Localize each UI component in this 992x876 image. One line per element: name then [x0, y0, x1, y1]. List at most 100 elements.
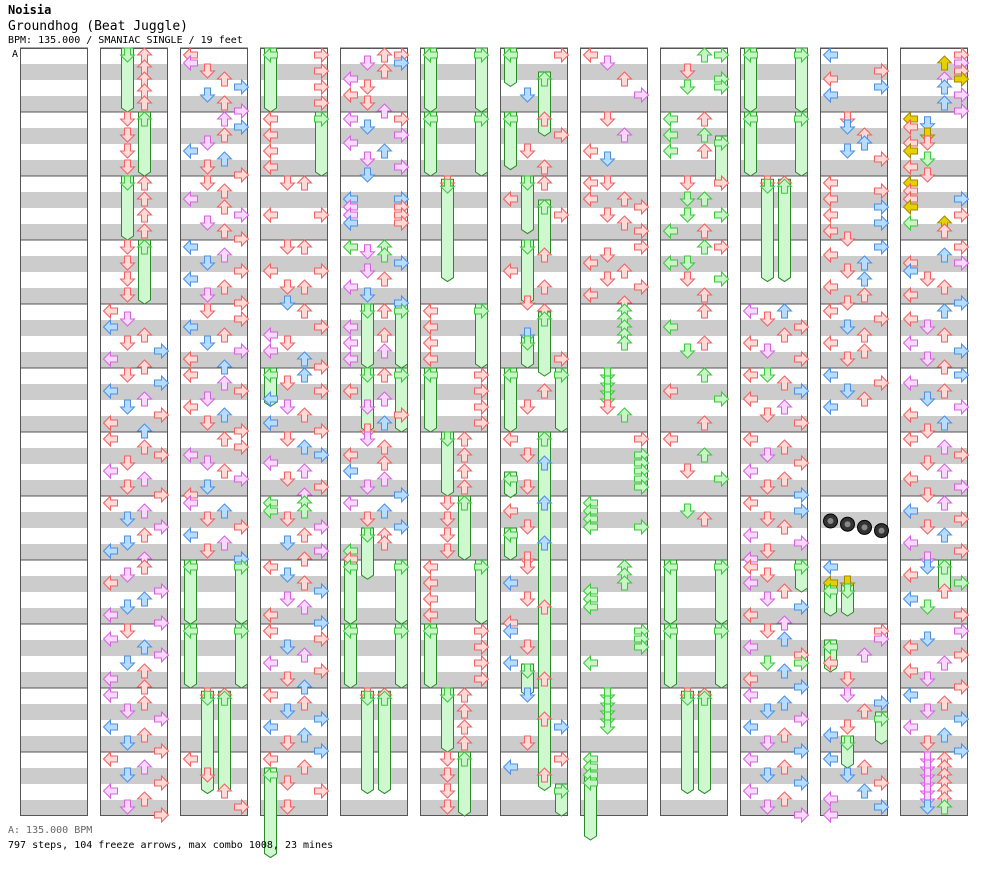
- song-title: Groundhog (Beat Juggle): [8, 19, 189, 34]
- left-arrow-icon: [262, 454, 278, 472]
- left-arrow-icon: [742, 606, 758, 624]
- down-arrow-icon: [119, 455, 136, 471]
- up-arrow-icon: [536, 383, 553, 399]
- right-arrow-icon: [154, 486, 170, 504]
- up-arrow-icon: [536, 767, 553, 783]
- beat-band: [580, 672, 648, 688]
- left-arrow-icon: [902, 470, 918, 488]
- left-arrow-icon: [822, 558, 838, 576]
- up-arrow-icon: [376, 143, 393, 159]
- up-arrow-icon: [376, 535, 393, 551]
- beat-band: [20, 704, 88, 720]
- right-arrow-icon: [234, 78, 250, 96]
- right-arrow-icon: [634, 638, 650, 656]
- up-arrow-icon: [136, 559, 153, 575]
- down-arrow-icon: [439, 527, 456, 543]
- down-arrow-icon: [199, 87, 216, 103]
- left-arrow-icon: [422, 318, 438, 336]
- freeze-arrow-right: [555, 367, 568, 433]
- right-arrow-icon: [554, 350, 570, 368]
- up-freeze-head-icon: [136, 239, 153, 255]
- right-arrow-icon: [154, 774, 170, 792]
- beat-band: [660, 800, 728, 816]
- left-arrow-icon: [742, 334, 758, 352]
- left-arrow-icon: [342, 350, 358, 368]
- up-arrow-icon: [296, 759, 313, 775]
- left-arrow-icon: [102, 382, 118, 400]
- left-freeze-head-icon: [502, 470, 518, 488]
- freeze-arrow-left: [424, 367, 437, 433]
- right-arrow-icon: [794, 806, 810, 824]
- beat-band: [900, 480, 968, 496]
- down-arrow-icon: [119, 567, 136, 583]
- up-arrow-icon: [936, 303, 953, 319]
- right-arrow-icon: [954, 646, 970, 664]
- freeze-arrow-right: [715, 623, 728, 689]
- down-arrow-icon: [279, 399, 296, 415]
- left-arrow-icon: [822, 222, 838, 240]
- left-arrow-icon: [742, 462, 758, 480]
- freeze-arrow-right: [315, 111, 328, 177]
- down-arrow-icon: [919, 671, 936, 687]
- beat-band: [260, 576, 328, 592]
- down-arrow-icon: [359, 55, 376, 71]
- right-arrow-icon: [954, 478, 970, 496]
- up-arrow-icon: [536, 175, 553, 191]
- down-freeze-head-icon: [119, 47, 136, 63]
- up-arrow-icon: [376, 271, 393, 287]
- left-freeze-head-icon: [422, 622, 438, 640]
- left-arrow-icon: [742, 366, 758, 384]
- column-border: [420, 48, 488, 816]
- down-arrow-icon: [919, 151, 936, 167]
- left-arrow-icon: [822, 70, 838, 88]
- down-arrow-icon: [279, 239, 296, 255]
- up-arrow-icon: [136, 695, 153, 711]
- left-arrow-icon: [742, 670, 758, 688]
- up-arrow-icon: [936, 55, 953, 71]
- up-arrow-icon: [136, 439, 153, 455]
- up-freeze-head-icon: [456, 495, 473, 511]
- up-arrow-icon: [536, 159, 553, 175]
- down-arrow-icon: [599, 175, 616, 191]
- left-arrow-icon: [742, 302, 758, 320]
- down-freeze-head-icon: [759, 178, 776, 194]
- left-arrow-icon: [262, 158, 278, 176]
- up-arrow-icon: [536, 455, 553, 471]
- beat-band: [900, 384, 968, 400]
- right-freeze-head-icon: [714, 134, 730, 152]
- right-arrow-icon: [314, 62, 330, 80]
- beat-band: [820, 480, 888, 496]
- right-arrow-icon: [714, 270, 730, 288]
- right-arrow-icon: [314, 382, 330, 400]
- left-arrow-icon: [182, 238, 198, 256]
- down-arrow-icon: [279, 735, 296, 751]
- right-arrow-icon: [314, 94, 330, 112]
- down-arrow-icon: [759, 311, 776, 327]
- beat-band: [20, 512, 88, 528]
- left-arrow-icon: [582, 254, 598, 272]
- beat-band: [260, 352, 328, 368]
- up-arrow-icon: [376, 47, 393, 63]
- left-freeze-head-icon: [822, 582, 838, 600]
- beat-band: [900, 544, 968, 560]
- left-arrow-icon: [262, 390, 278, 408]
- freeze-arrow-left: [744, 47, 757, 113]
- left-arrow-icon: [342, 278, 358, 296]
- beat-band: [820, 288, 888, 304]
- left-arrow-icon: [262, 606, 278, 624]
- left-arrow-icon: [742, 718, 758, 736]
- freeze-arrow-left: [264, 47, 277, 113]
- up-freeze-head-icon: [536, 311, 553, 327]
- left-freeze-head-icon: [342, 622, 358, 640]
- left-freeze-head-icon: [502, 110, 518, 128]
- right-arrow-icon: [794, 710, 810, 728]
- beat-band: [260, 480, 328, 496]
- up-arrow-icon: [856, 759, 873, 775]
- right-arrow-icon: [394, 158, 410, 176]
- up-arrow-icon: [696, 511, 713, 527]
- right-arrow-icon: [954, 742, 970, 760]
- up-arrow-icon: [136, 95, 153, 111]
- up-arrow-icon: [616, 575, 633, 591]
- left-arrow-icon: [422, 590, 438, 608]
- up-arrow-icon: [776, 327, 793, 343]
